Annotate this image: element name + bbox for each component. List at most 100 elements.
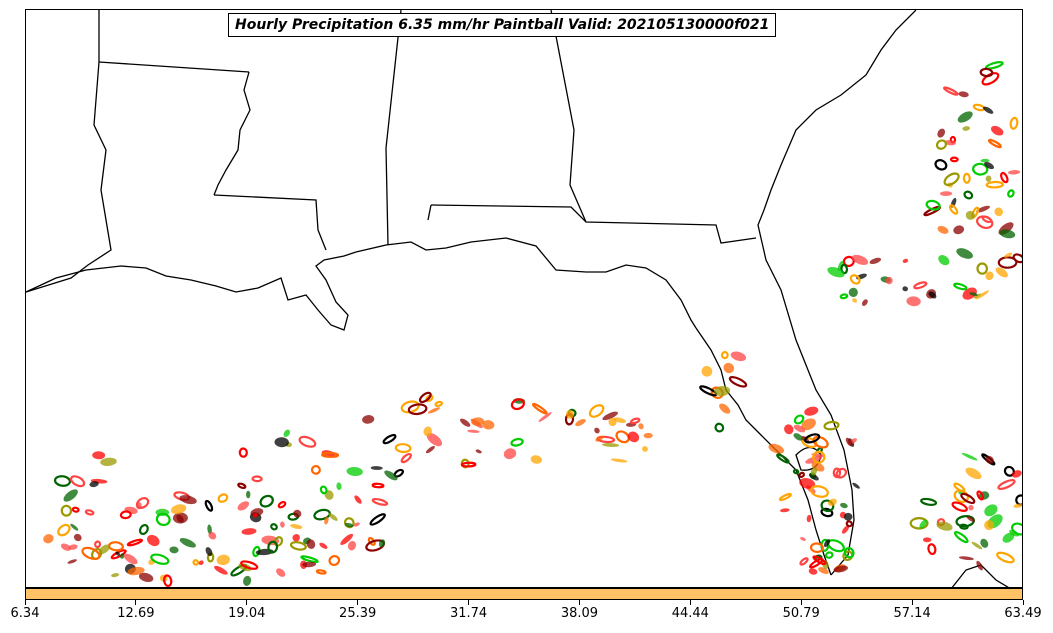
paintball-blob xyxy=(300,555,319,564)
paintball-blob xyxy=(937,128,946,138)
paintball-blob xyxy=(948,204,959,215)
paintball-blob xyxy=(92,451,106,460)
paintball-blob xyxy=(204,499,214,512)
paintball-blob xyxy=(538,412,552,422)
paintball-blob xyxy=(63,489,78,502)
paintball-blob xyxy=(460,461,477,468)
paintball-blob xyxy=(1004,252,1013,258)
paintball-blob xyxy=(810,467,818,476)
paintball-blob xyxy=(588,404,605,418)
paintball-blob xyxy=(949,156,959,163)
mississippi-river xyxy=(213,71,251,196)
paintball-blob xyxy=(996,551,1015,564)
paintball-blob xyxy=(418,391,432,404)
paintball-blob xyxy=(344,522,354,528)
paintball-blob xyxy=(1013,503,1022,508)
border-tx-la xyxy=(26,10,112,293)
paintball-blob xyxy=(243,575,252,586)
paintball-blob xyxy=(808,473,819,481)
paintball-blob xyxy=(89,481,99,488)
paintball-blob xyxy=(237,482,247,489)
paintball-blob xyxy=(804,433,821,444)
paintball-blob xyxy=(510,398,525,411)
paintball-blob xyxy=(981,215,993,224)
paintball-blob xyxy=(985,455,994,464)
paintball-blob xyxy=(176,514,184,523)
colorbar-tick-label: 25.39 xyxy=(339,606,377,621)
paintball-blob xyxy=(353,522,360,527)
paintball-blob xyxy=(728,376,748,388)
paintball-blob xyxy=(953,225,965,235)
paintball-blob xyxy=(532,402,548,415)
paintball-blob xyxy=(833,565,848,573)
paintball-blob xyxy=(192,559,200,566)
paintball-blob xyxy=(799,477,816,489)
colorbar-tick xyxy=(246,600,248,605)
paintball-blob xyxy=(274,437,289,448)
paintball-blob xyxy=(240,560,259,570)
paintball-blob xyxy=(776,453,790,464)
paintball-blob xyxy=(953,531,969,544)
paintball-blob xyxy=(270,523,278,531)
colorbar-tick xyxy=(1022,600,1024,605)
paintball-blob xyxy=(723,362,735,374)
colorbar-tick xyxy=(468,600,470,605)
paintball-blob xyxy=(370,466,383,470)
paintball-blob xyxy=(394,443,412,454)
paintball-blob xyxy=(962,126,970,131)
paintball-blob xyxy=(1015,494,1022,506)
paintball-blob xyxy=(984,61,1004,70)
paintball-blob xyxy=(958,556,974,561)
map-title: Hourly Precipitation 6.35 mm/hr Paintbal… xyxy=(228,13,777,37)
paintball-blob xyxy=(126,538,144,547)
paintball-blob xyxy=(920,497,938,506)
paintball-blob xyxy=(111,573,120,578)
paintball-blob xyxy=(147,534,160,547)
colorbar-tick xyxy=(135,600,137,605)
paintball-blob xyxy=(990,125,1004,136)
paintball-blob xyxy=(530,455,542,464)
paintball-blob xyxy=(290,524,303,529)
paintball-blob xyxy=(902,258,909,264)
paintball-blob xyxy=(208,531,217,540)
paintball-blob xyxy=(71,506,80,513)
paintball-blob xyxy=(371,497,389,506)
border-fl-ga xyxy=(427,204,432,221)
paintball-blob xyxy=(714,422,725,433)
paintball-blob xyxy=(808,568,818,575)
colorbar-tick-label: 44.44 xyxy=(671,606,709,621)
paintball-blob xyxy=(799,557,809,566)
paintball-blob xyxy=(252,513,258,518)
precipitation-paintballs xyxy=(43,61,1022,587)
map-canvas xyxy=(26,10,1022,587)
paintball-blob xyxy=(810,485,829,498)
paintball-blob xyxy=(919,519,928,529)
paintball-blob xyxy=(937,225,949,234)
paintball-blob xyxy=(328,555,341,566)
paintball-blob xyxy=(730,351,747,362)
paintball-blob xyxy=(643,432,653,439)
colorbar-tick-label: 63.49 xyxy=(1004,606,1042,621)
paintball-blob xyxy=(944,140,956,146)
paintball-blob xyxy=(198,560,204,566)
colorbar-tick xyxy=(689,600,691,605)
paintball-blob xyxy=(809,542,824,554)
paintball-blob xyxy=(812,555,827,566)
paintball-blob xyxy=(60,504,73,517)
paintball-blob xyxy=(976,490,985,501)
paintball-blob xyxy=(902,286,908,292)
paintball-blob xyxy=(98,544,111,555)
colorbar-tick-label: 6.34 xyxy=(10,606,40,621)
paintball-blob xyxy=(832,467,842,479)
paintball-blob xyxy=(780,508,790,513)
paintball-blob xyxy=(382,433,397,445)
paintball-blob xyxy=(827,498,837,506)
paintball-blob xyxy=(277,500,287,509)
paintball-blob xyxy=(843,546,855,559)
paintball-blob xyxy=(976,262,989,275)
paintball-blob xyxy=(460,418,471,427)
paintball-blob xyxy=(994,207,1003,217)
paintball-blob xyxy=(150,553,170,565)
paintball-blob xyxy=(966,516,975,522)
paintball-blob xyxy=(800,537,806,541)
